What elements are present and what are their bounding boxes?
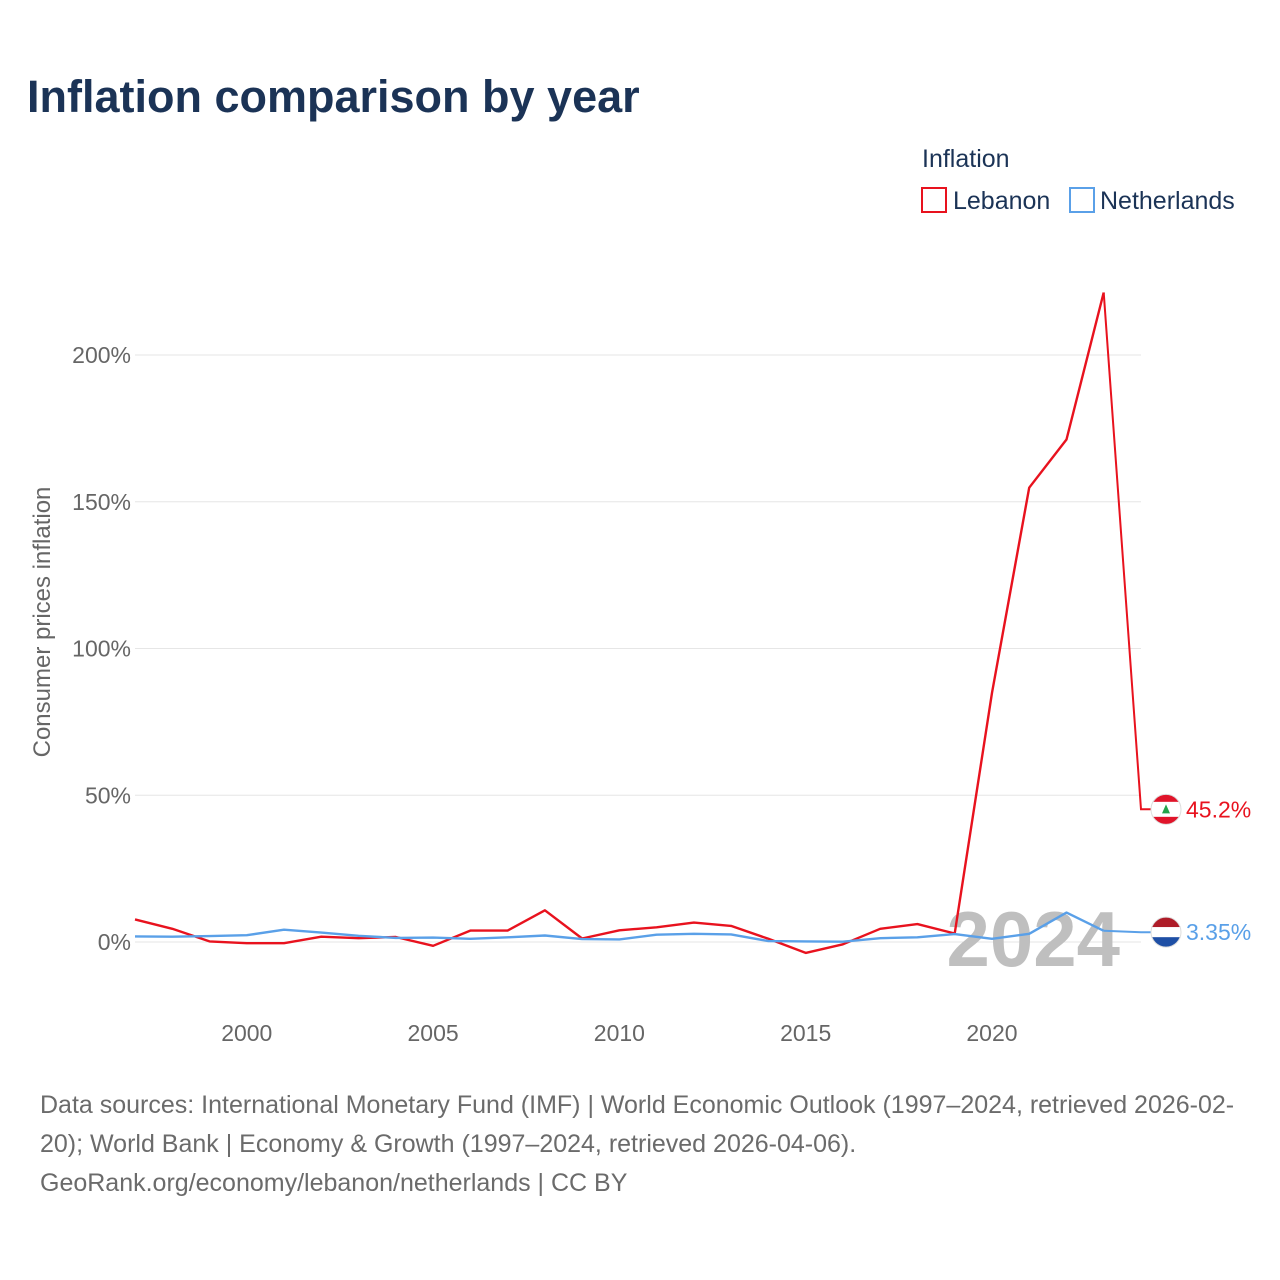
- inflation-chart: Inflation comparison by year Inflation L…: [27, 71, 1251, 1046]
- legend-title: Inflation: [922, 145, 1010, 173]
- netherlands-flag-icon: [1150, 916, 1182, 948]
- series-tail-lebanon: [1102, 292, 1152, 811]
- y-tick-label: 50%: [85, 782, 131, 808]
- y-tick-label: 0%: [98, 929, 131, 955]
- legend-swatch-netherlands[interactable]: [1069, 187, 1095, 213]
- series-line-lebanon[interactable]: [134, 292, 1105, 955]
- x-tick-label: 2000: [221, 1020, 272, 1046]
- gridlines: [135, 354, 1141, 943]
- legend: Inflation Lebanon Netherlands: [921, 145, 1235, 215]
- y-axis-label: Consumer prices inflation: [29, 487, 56, 758]
- end-label-netherlands: 3.35%: [1186, 919, 1251, 945]
- x-tick-label: 2015: [780, 1020, 831, 1046]
- y-tick-label: 100%: [72, 636, 131, 662]
- legend-swatch-lebanon[interactable]: [921, 187, 947, 213]
- source-link[interactable]: GeoRank.org/economy/lebanon/netherlands …: [40, 1169, 628, 1197]
- y-tick-label: 150%: [72, 489, 131, 515]
- series-lines: [134, 292, 1152, 955]
- legend-label-netherlands[interactable]: Netherlands: [1100, 187, 1235, 215]
- year-watermark: 2024: [946, 895, 1120, 983]
- x-axis-ticks: 2000 2005 2010 2015 2020: [221, 1020, 1017, 1046]
- series-line-netherlands[interactable]: [134, 911, 1105, 943]
- x-tick-label: 2010: [594, 1020, 645, 1046]
- end-labels: 45.2% 3.35%: [1150, 793, 1251, 948]
- chart-title: Inflation comparison by year: [27, 71, 640, 122]
- source-note: Data sources: International Monetary Fun…: [40, 1086, 1255, 1203]
- y-tick-label: 200%: [72, 342, 131, 368]
- source-text: Data sources: International Monetary Fun…: [40, 1091, 1235, 1158]
- series-tail-netherlands: [1103, 929, 1152, 934]
- end-label-lebanon: 45.2%: [1186, 796, 1251, 822]
- lebanon-flag-icon: [1150, 793, 1182, 825]
- legend-label-lebanon[interactable]: Lebanon: [953, 187, 1050, 215]
- x-tick-label: 2005: [407, 1020, 458, 1046]
- x-tick-label: 2020: [966, 1020, 1017, 1046]
- y-axis-ticks: 0% 50% 100% 150% 200%: [72, 342, 131, 955]
